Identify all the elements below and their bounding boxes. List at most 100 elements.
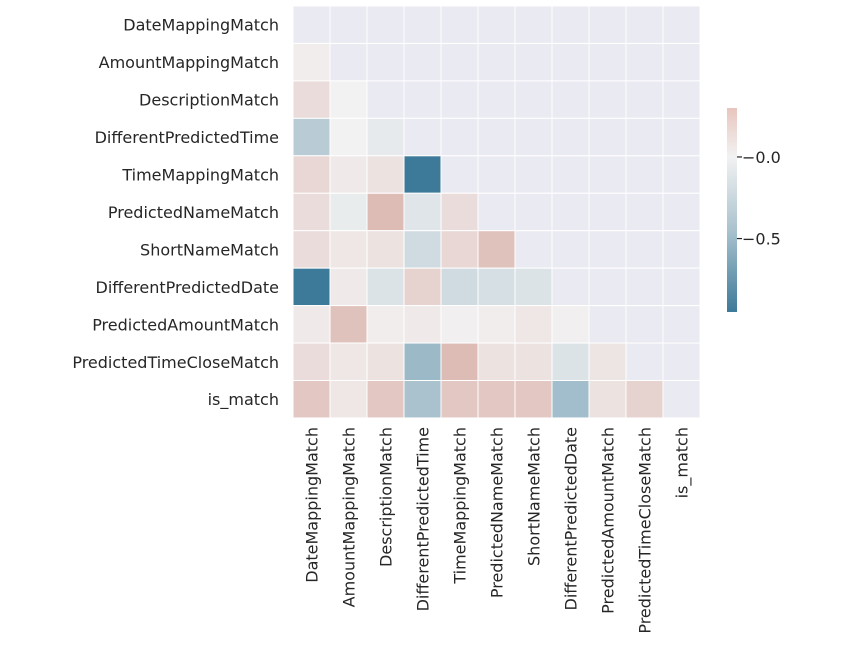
heatmap-cell-masked <box>662 192 701 232</box>
heatmap-cell <box>551 342 590 381</box>
heatmap-cell <box>551 380 590 419</box>
heatmap-cell <box>440 380 479 419</box>
heatmap-cell <box>477 230 516 269</box>
heatmap-cell-masked <box>366 42 405 82</box>
heatmap-cell-masked <box>662 305 701 344</box>
heatmap-cell <box>292 155 331 194</box>
heatmap-cell-masked <box>477 117 516 157</box>
heatmap-cell <box>403 305 442 344</box>
heatmap-cell-masked <box>662 155 701 194</box>
column-label: PredictedTimeCloseMatch <box>636 427 655 634</box>
heatmap-cell <box>625 380 664 419</box>
heatmap-cell-masked <box>514 192 553 232</box>
row-label: DifferentPredictedDate <box>96 278 279 297</box>
column-label: ShortNameMatch <box>525 427 544 566</box>
heatmap-cell-masked <box>625 267 664 307</box>
heatmap-cell <box>292 192 331 232</box>
heatmap-cell <box>588 342 627 381</box>
heatmap-cell <box>551 305 590 344</box>
heatmap-cell <box>366 230 405 269</box>
heatmap-cell-masked <box>625 117 664 157</box>
column-label: AmountMappingMatch <box>340 427 359 607</box>
heatmap-cell <box>329 117 368 157</box>
heatmap-cell-masked <box>514 5 553 44</box>
heatmap-cell-masked <box>625 342 664 381</box>
heatmap-cell-masked <box>588 155 627 194</box>
row-label: TimeMappingMatch <box>121 166 279 185</box>
row-label: PredictedTimeCloseMatch <box>72 353 279 372</box>
heatmap-cell <box>292 267 331 307</box>
column-label: PredictedNameMatch <box>488 427 507 598</box>
heatmap-cell-masked <box>477 192 516 232</box>
column-label: DifferentPredictedDate <box>562 427 581 610</box>
column-label: TimeMappingMatch <box>451 427 470 585</box>
heatmap-cell <box>329 80 368 119</box>
heatmap-cell-masked <box>625 305 664 344</box>
heatmap-cell-masked <box>551 230 590 269</box>
column-label: PredictedAmountMatch <box>599 427 618 614</box>
heatmap-cell <box>329 342 368 381</box>
heatmap-cell-masked <box>514 155 553 194</box>
heatmap-cell <box>514 380 553 419</box>
heatmap-cell-masked <box>403 5 442 44</box>
column-labels: DateMappingMatch AmountMappingMatch Descri… <box>303 427 693 634</box>
heatmap-cell-masked <box>440 80 479 119</box>
heatmap-cell-masked <box>662 42 701 82</box>
heatmap-cell-masked <box>477 42 516 82</box>
heatmap-cell <box>366 305 405 344</box>
heatmap-cell-masked <box>403 42 442 82</box>
heatmap-cell <box>588 380 627 419</box>
colorbar-gradient <box>727 108 737 312</box>
heatmap-cell-masked <box>625 155 664 194</box>
heatmap-cell <box>329 192 368 232</box>
heatmap-cell-masked <box>440 42 479 82</box>
heatmap-cell <box>329 155 368 194</box>
heatmap-cells <box>292 5 701 419</box>
heatmap-cell <box>292 80 331 119</box>
heatmap-cell-masked <box>588 5 627 44</box>
heatmap-cell-masked <box>551 42 590 82</box>
heatmap-cell <box>403 267 442 307</box>
heatmap-cell-masked <box>625 80 664 119</box>
heatmap-cell-masked <box>514 117 553 157</box>
row-label: PredictedNameMatch <box>108 203 279 222</box>
heatmap-cell-masked <box>662 380 701 419</box>
colorbar-tick-label: −0.0 <box>742 148 781 167</box>
row-label: DescriptionMatch <box>139 91 279 110</box>
heatmap-cell-masked <box>588 267 627 307</box>
heatmap-cell-masked <box>551 267 590 307</box>
heatmap-cell <box>366 155 405 194</box>
heatmap-cell <box>366 117 405 157</box>
heatmap-cell <box>403 380 442 419</box>
heatmap-cell-masked <box>366 5 405 44</box>
heatmap-cell-masked <box>440 155 479 194</box>
heatmap-cell-masked <box>588 42 627 82</box>
heatmap-cell <box>329 230 368 269</box>
heatmap-cell <box>292 380 331 419</box>
row-label: DateMappingMatch <box>123 16 279 35</box>
heatmap-cell-masked <box>477 80 516 119</box>
heatmap-cell-masked <box>662 267 701 307</box>
heatmap-cell-masked <box>551 80 590 119</box>
heatmap-cell-masked <box>366 80 405 119</box>
heatmap-cell-masked <box>551 192 590 232</box>
heatmap-cell <box>477 305 516 344</box>
heatmap-cell <box>292 42 331 82</box>
heatmap-cell <box>514 267 553 307</box>
row-labels: DateMappingMatch AmountMappingMatch Descri… <box>72 16 279 411</box>
heatmap-cell <box>329 305 368 344</box>
column-label: DifferentPredictedTime <box>414 427 433 611</box>
heatmap-cell <box>403 342 442 381</box>
heatmap-cell <box>292 305 331 344</box>
heatmap-cell-masked <box>662 230 701 269</box>
heatmap-cell-masked <box>625 192 664 232</box>
heatmap-cell <box>514 342 553 381</box>
heatmap-cell <box>440 192 479 232</box>
heatmap-cell <box>403 230 442 269</box>
row-label: DifferentPredictedTime <box>95 128 279 147</box>
row-label: ShortNameMatch <box>140 240 279 259</box>
heatmap-cell <box>366 380 405 419</box>
heatmap-cell-masked <box>403 117 442 157</box>
row-label: PredictedAmountMatch <box>92 315 279 334</box>
